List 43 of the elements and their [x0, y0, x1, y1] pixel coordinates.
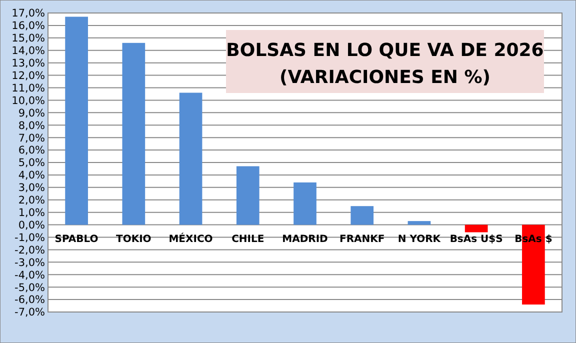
x-tick-label: MÉXICO [168, 232, 213, 245]
y-tick-label: -7,0% [14, 306, 46, 319]
y-tick-label: 13,0% [12, 58, 46, 70]
y-tick-label: 4,0% [18, 170, 46, 182]
y-tick-label: 12,0% [12, 70, 46, 82]
x-tick-label: TOKIO [116, 234, 152, 245]
y-tick-label: -5,0% [14, 282, 46, 294]
y-tick-label: 0,0% [18, 219, 46, 232]
x-tick-label: FRANKF [339, 234, 385, 245]
x-tick-label: N YORK [398, 234, 442, 245]
y-tick-label: -1,0% [14, 232, 46, 244]
x-tick-label: CHILE [232, 234, 264, 245]
y-tick-label: 6,0% [18, 144, 46, 157]
y-tick-label: 3,0% [18, 182, 46, 194]
bar [294, 182, 316, 225]
y-tick-label: 11,0% [12, 82, 46, 94]
text: BOLSAS EN LO QUE VA DE 2026 [226, 40, 544, 61]
y-tick-label: -4,0% [14, 269, 46, 282]
bar [350, 206, 374, 225]
x-tick-label: MADRID [282, 234, 328, 245]
y-tick-label: 16,0% [12, 20, 46, 32]
bar [122, 42, 146, 225]
bar [236, 166, 260, 225]
y-tick-label: 17,0% [12, 8, 46, 20]
y-tick-label: -6,0% [14, 294, 46, 306]
y-tick-label: 14,0% [12, 45, 46, 58]
bar [408, 221, 431, 225]
text: (VARIACIONES EN %) [279, 67, 491, 88]
y-tick-label: 8,0% [18, 120, 46, 132]
y-tick-label: 7,0% [18, 132, 46, 144]
x-tick-label: BsAs U$S [450, 234, 503, 245]
bar [179, 92, 202, 225]
y-tick-label: -2,0% [14, 244, 46, 256]
bar [65, 16, 88, 225]
y-tick-label: 10,0% [12, 94, 46, 107]
y-tick-label: 2,0% [18, 194, 46, 207]
y-tick-label: 1,0% [18, 207, 46, 220]
y-tick-label: 5,0% [18, 157, 46, 170]
bar [464, 224, 488, 232]
x-tick-label: SPABLO [54, 234, 98, 245]
y-tick-label: 9,0% [18, 107, 46, 120]
y-tick-label: -3,0% [14, 256, 46, 269]
y-tick-label: 15,0% [12, 32, 46, 45]
